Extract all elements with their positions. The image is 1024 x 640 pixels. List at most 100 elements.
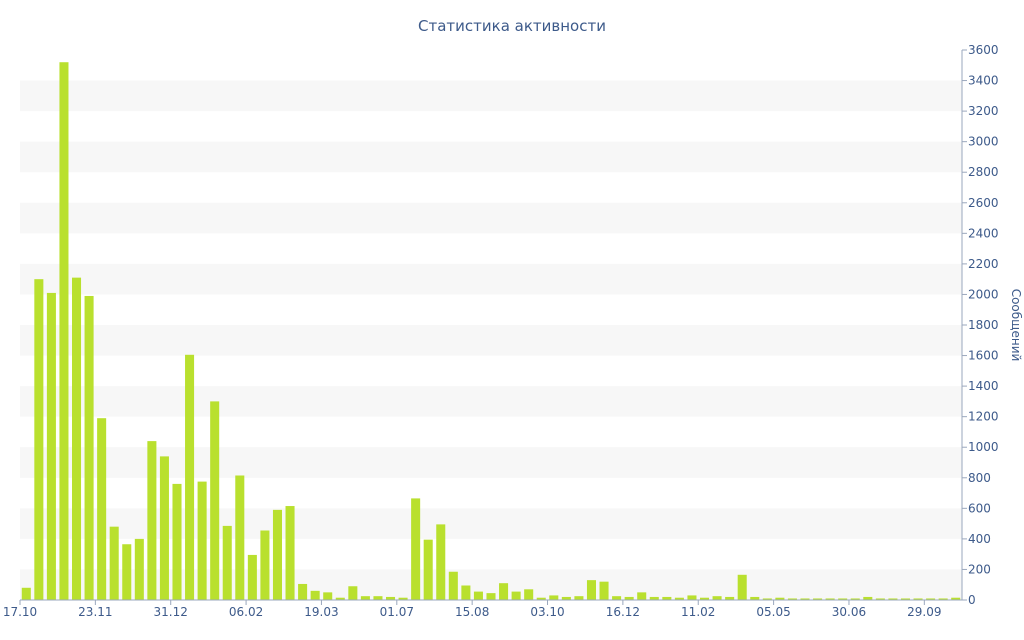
- bar: [700, 597, 710, 600]
- y-tick-label: 3000: [968, 135, 999, 149]
- y-tick-label: 2400: [968, 226, 999, 240]
- y-axis-label: Сообщений: [1009, 289, 1023, 362]
- grid-band: [20, 447, 962, 478]
- bar: [46, 292, 56, 600]
- x-tick-label: 03.10: [530, 605, 564, 619]
- bar: [84, 295, 94, 600]
- bar: [750, 596, 760, 600]
- bar: [285, 506, 295, 600]
- y-tick-label: 800: [968, 471, 991, 485]
- bar: [448, 571, 458, 600]
- bar: [913, 598, 923, 600]
- bar: [247, 554, 257, 600]
- bar: [762, 598, 772, 600]
- bar: [737, 574, 747, 600]
- bar: [373, 596, 383, 600]
- bar: [411, 498, 421, 600]
- grid-band: [20, 325, 962, 356]
- y-tick-label: 1800: [968, 318, 999, 332]
- y-tick-label: 2000: [968, 287, 999, 301]
- bar: [260, 530, 270, 600]
- grid-band: [20, 263, 962, 295]
- y-tick-label: 3400: [968, 74, 999, 88]
- bar: [423, 539, 433, 600]
- bar: [687, 595, 697, 600]
- bar: [662, 596, 672, 600]
- grid-band: [20, 386, 962, 417]
- bar: [185, 354, 195, 600]
- bar: [524, 589, 534, 600]
- x-tick-label: 17.10: [3, 605, 37, 619]
- grid-band: [20, 202, 962, 234]
- bar: [348, 586, 358, 600]
- bar: [360, 596, 370, 600]
- bar: [674, 597, 684, 600]
- bar: [147, 441, 157, 600]
- grid-band: [20, 141, 962, 173]
- bar: [72, 277, 82, 600]
- y-tick-label: 1000: [968, 440, 999, 454]
- bar: [122, 544, 132, 600]
- bar: [172, 483, 182, 600]
- bar: [59, 62, 69, 601]
- bar: [787, 598, 797, 600]
- grid-band: [20, 80, 962, 112]
- bar: [624, 596, 634, 600]
- bar: [775, 597, 785, 600]
- y-tick-label: 3200: [968, 104, 999, 118]
- bar: [34, 279, 44, 600]
- bar: [511, 591, 521, 600]
- x-tick-label: 05.05: [756, 605, 790, 619]
- y-tick-label: 2800: [968, 165, 999, 179]
- bar: [888, 598, 898, 600]
- bar: [134, 538, 144, 600]
- x-tick-label: 23.11: [78, 605, 112, 619]
- bar: [712, 596, 722, 600]
- bar: [386, 596, 396, 600]
- bar: [323, 592, 333, 600]
- bar: [951, 597, 961, 600]
- bar: [850, 598, 860, 600]
- bar: [561, 596, 571, 600]
- bar: [649, 596, 659, 600]
- y-tick-label: 600: [968, 501, 991, 515]
- x-tick-label: 16.12: [606, 605, 640, 619]
- x-tick-label: 30.06: [832, 605, 866, 619]
- bar: [197, 481, 207, 600]
- x-tick-label: 06.02: [229, 605, 263, 619]
- bar: [335, 597, 345, 600]
- bar: [900, 598, 910, 600]
- bar: [486, 593, 496, 601]
- bar: [398, 597, 408, 600]
- y-tick-label: 1200: [968, 410, 999, 424]
- bar: [222, 525, 232, 600]
- x-tick-label: 19.03: [304, 605, 338, 619]
- bar: [159, 456, 169, 600]
- bar: [272, 509, 282, 600]
- y-tick-label: 2600: [968, 196, 999, 210]
- bar: [574, 596, 584, 600]
- bar: [800, 598, 810, 600]
- bar: [210, 401, 220, 600]
- bar: [436, 524, 446, 601]
- x-tick-label: 29.09: [907, 605, 941, 619]
- y-tick-label: 400: [968, 532, 991, 546]
- bar: [536, 597, 546, 600]
- bar: [863, 596, 873, 600]
- bar: [21, 587, 31, 600]
- bar: [938, 598, 948, 600]
- bar: [637, 592, 647, 600]
- x-tick-label: 15.08: [455, 605, 489, 619]
- bar: [109, 526, 119, 600]
- bar: [298, 583, 308, 600]
- y-tick-label: 0: [968, 593, 976, 607]
- y-tick-label: 1600: [968, 349, 999, 363]
- bar: [461, 585, 471, 600]
- y-tick-label: 1400: [968, 379, 999, 393]
- bar: [473, 591, 483, 600]
- grid-bands: [20, 80, 962, 600]
- y-tick-label: 200: [968, 562, 991, 576]
- bar: [599, 581, 609, 600]
- bar: [549, 595, 559, 600]
